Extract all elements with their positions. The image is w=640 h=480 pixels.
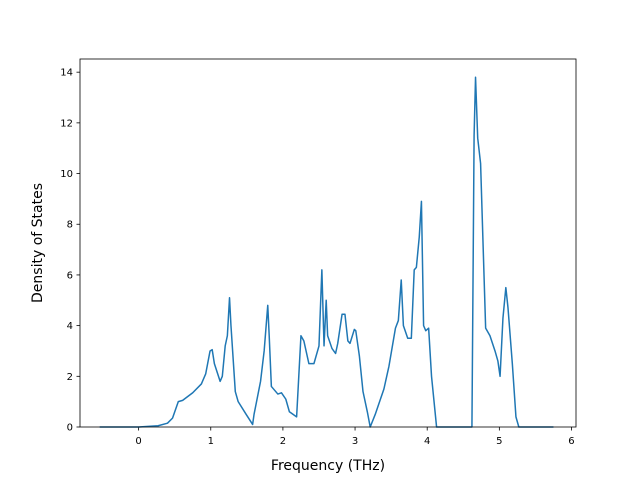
y-tick-label: 8 [67,220,73,231]
x-tick-label: 0 [135,436,141,447]
y-tick-label: 4 [67,321,73,332]
x-tick-label: 4 [424,436,430,447]
y-tick-label: 10 [60,169,73,180]
dos-line [99,76,554,428]
x-tick-label: 5 [496,436,502,447]
x-tick-label: 1 [208,436,214,447]
plot-frame [79,58,577,428]
y-tick-label: 14 [60,68,73,79]
y-tick-label: 12 [60,118,73,129]
x-tick-label: 2 [280,436,286,447]
x-tick-label: 3 [352,436,358,447]
y-tick-label: 6 [67,270,73,281]
x-axis-label: Frequency (THz) [271,458,385,474]
x-tick-label: 6 [568,436,574,447]
y-axis-label: Density of States [30,183,46,303]
y-tick-label: 2 [67,372,73,383]
y-tick-label: 0 [67,423,73,434]
